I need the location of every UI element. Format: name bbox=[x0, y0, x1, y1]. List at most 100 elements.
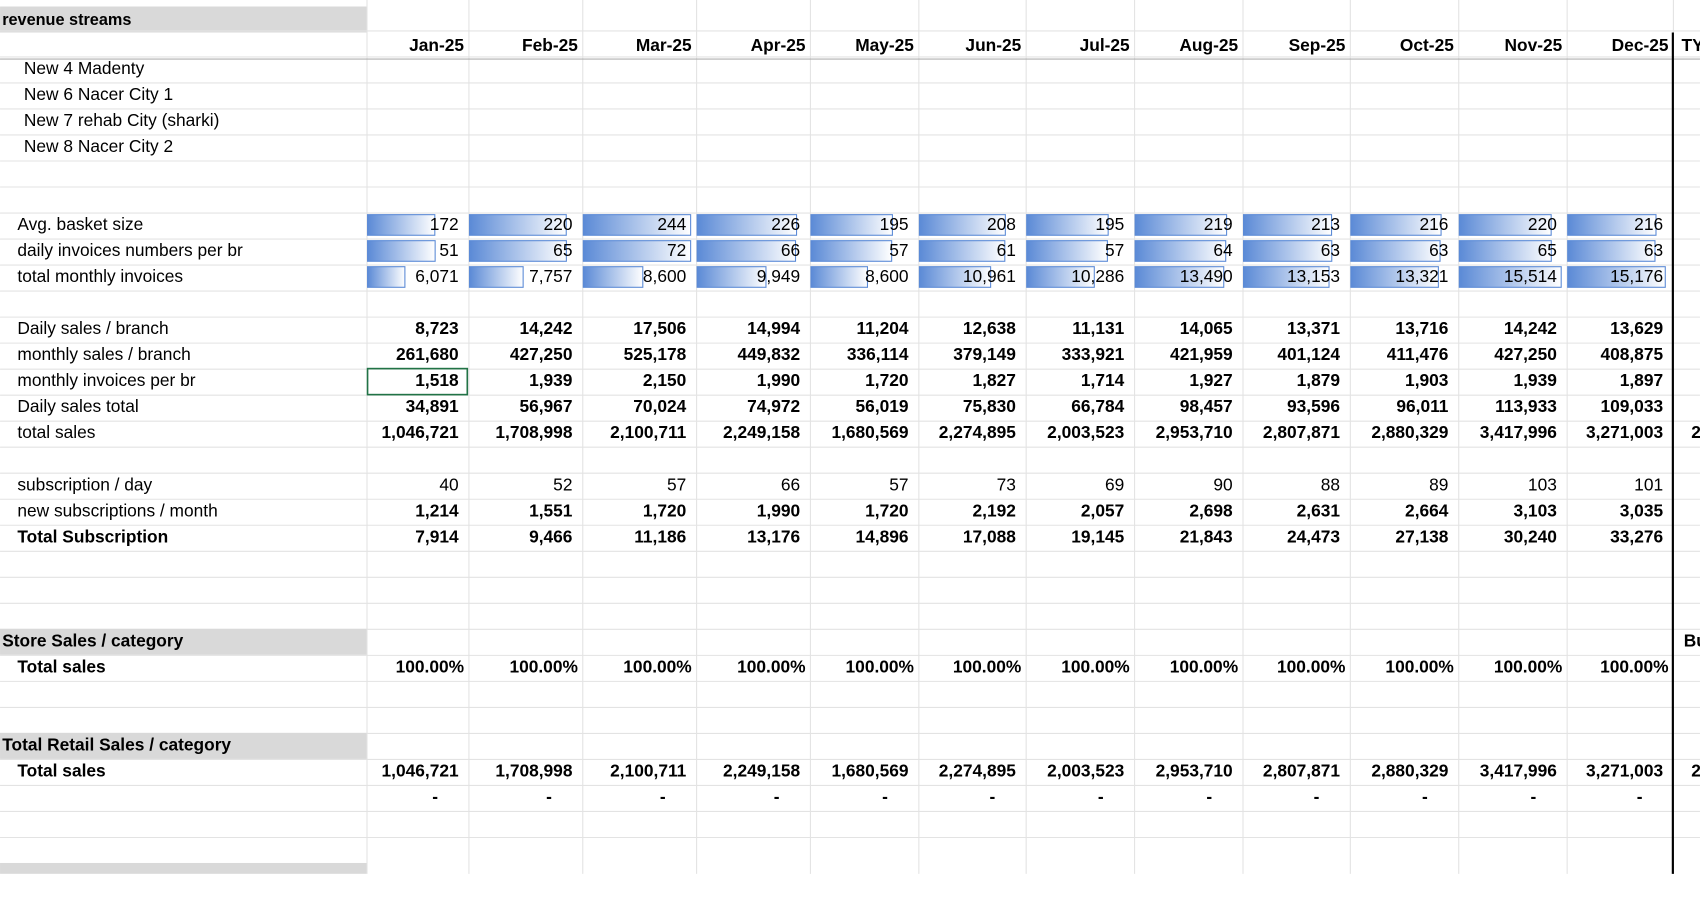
cell-value: - bbox=[1206, 787, 1212, 807]
month-header: Dec-25 bbox=[1612, 35, 1669, 55]
cell-value: 1,551 bbox=[529, 500, 573, 520]
cell-value: 24,473 bbox=[1287, 526, 1340, 546]
cell-value: 2,664 bbox=[1405, 500, 1449, 520]
cell-value: 63 bbox=[1429, 240, 1448, 260]
row-label: daily invoices numbers per br bbox=[17, 240, 243, 260]
cell-value: 13,176 bbox=[747, 526, 800, 546]
cell-value: 2,880,329 bbox=[1371, 422, 1448, 442]
next-column-value: 2 bbox=[1691, 422, 1700, 442]
row-label: Total sales bbox=[17, 760, 105, 780]
cell-value: 525,178 bbox=[624, 344, 687, 364]
cell-value: 27,138 bbox=[1395, 526, 1448, 546]
cell-value: 75,830 bbox=[963, 396, 1016, 416]
data-bar bbox=[1242, 214, 1333, 236]
cell-value: 1,046,721 bbox=[382, 422, 459, 442]
cell-value: 100.00% bbox=[846, 656, 914, 676]
cell-value: 100.00% bbox=[1494, 656, 1562, 676]
cell-value: 2,807,871 bbox=[1263, 422, 1340, 442]
cell-value: 57 bbox=[889, 474, 908, 494]
cell-value: 98,457 bbox=[1180, 396, 1233, 416]
cell-value: 195 bbox=[1095, 214, 1124, 234]
cell-value: 2,057 bbox=[1081, 500, 1124, 520]
row-label: Total sales bbox=[17, 656, 105, 676]
data-bar bbox=[367, 240, 436, 262]
cell-value: 1,708,998 bbox=[495, 422, 572, 442]
data-bar bbox=[1350, 266, 1439, 288]
data-bar bbox=[1026, 240, 1108, 262]
cell-value: 13,629 bbox=[1610, 318, 1663, 338]
cell-value: 15,514 bbox=[1504, 266, 1557, 286]
cell-value: 100.00% bbox=[396, 656, 464, 676]
cell-value: 1,990 bbox=[757, 500, 800, 520]
row-label: Daily sales total bbox=[17, 396, 138, 416]
cell-value: 10,286 bbox=[1071, 266, 1124, 286]
cell-value: 219 bbox=[1204, 214, 1233, 234]
cell-value: 244 bbox=[657, 214, 686, 234]
cell-value: 401,124 bbox=[1277, 344, 1340, 364]
cell-value: 1,990 bbox=[757, 370, 800, 390]
cell-value: 8,600 bbox=[643, 266, 686, 286]
data-bar bbox=[696, 240, 797, 262]
month-header: Apr-25 bbox=[751, 35, 806, 55]
cell-value: 100.00% bbox=[623, 656, 691, 676]
cell-value: 421,959 bbox=[1170, 344, 1233, 364]
cell-value: 15,176 bbox=[1610, 266, 1663, 286]
cell-value: 427,250 bbox=[1494, 344, 1557, 364]
data-bar bbox=[1458, 266, 1562, 288]
next-column-header: TY bbox=[1682, 35, 1700, 55]
cell-value: 2,003,523 bbox=[1047, 422, 1124, 442]
cell-value: 66,784 bbox=[1071, 396, 1124, 416]
month-header: Jul-25 bbox=[1080, 35, 1130, 55]
cell-value: 226 bbox=[771, 214, 800, 234]
cell-value: 113,933 bbox=[1495, 396, 1557, 416]
cell-value: 63 bbox=[1321, 240, 1340, 260]
cell-value: 333,921 bbox=[1062, 344, 1125, 364]
cell-value: 90 bbox=[1213, 474, 1232, 494]
cell-value: 66 bbox=[781, 240, 800, 260]
branch-label: New 7 rehab City (sharki) bbox=[24, 110, 219, 130]
cell-value: 1,903 bbox=[1405, 370, 1449, 390]
data-bar bbox=[367, 214, 436, 236]
data-bar bbox=[468, 266, 524, 288]
month-header: Oct-25 bbox=[1400, 35, 1454, 55]
cell-value: 100.00% bbox=[1061, 656, 1129, 676]
data-bar bbox=[1567, 240, 1656, 262]
cell-value: 3,417,996 bbox=[1480, 760, 1557, 780]
cell-value: 427,250 bbox=[510, 344, 573, 364]
month-header: Mar-25 bbox=[636, 35, 692, 55]
data-bar bbox=[1567, 266, 1666, 288]
data-bar bbox=[1350, 214, 1442, 236]
cell-value: 6,071 bbox=[415, 266, 458, 286]
data-bar bbox=[918, 266, 992, 288]
cell-value: 2,807,871 bbox=[1263, 760, 1340, 780]
cell-value: - bbox=[546, 787, 552, 807]
cell-value: 3,035 bbox=[1620, 500, 1664, 520]
cell-value: 2,192 bbox=[972, 500, 1015, 520]
cell-value: 7,914 bbox=[415, 526, 459, 546]
cell-value: 57 bbox=[667, 474, 686, 494]
month-header: Feb-25 bbox=[522, 35, 578, 55]
data-bar bbox=[1350, 240, 1441, 262]
data-bar bbox=[918, 214, 1006, 236]
cell-value: 2,631 bbox=[1297, 500, 1341, 520]
cell-value: 1,680,569 bbox=[831, 422, 908, 442]
cell-value: 14,065 bbox=[1180, 318, 1233, 338]
grid bbox=[0, 0, 1700, 874]
cell-value: 74,972 bbox=[747, 396, 800, 416]
cell-value: - bbox=[882, 787, 888, 807]
cell-value: 34,891 bbox=[406, 396, 459, 416]
cell-value: 213 bbox=[1311, 214, 1340, 234]
cell-value: 220 bbox=[544, 214, 573, 234]
cell-value: 88 bbox=[1321, 474, 1340, 494]
cell-value: 57 bbox=[1105, 240, 1124, 260]
branch-label: New 4 Madenty bbox=[24, 58, 145, 78]
cell-value: 411,476 bbox=[1387, 344, 1449, 364]
cell-value: 1,897 bbox=[1620, 370, 1663, 390]
data-bar bbox=[810, 214, 893, 236]
cell-value: 13,153 bbox=[1287, 266, 1340, 286]
section-fill bbox=[0, 732, 367, 759]
cell-value: 11,204 bbox=[856, 318, 908, 338]
cell-value: - bbox=[989, 787, 995, 807]
cell-value: 2,953,710 bbox=[1156, 760, 1233, 780]
next-column-value: 2 bbox=[1691, 760, 1700, 780]
